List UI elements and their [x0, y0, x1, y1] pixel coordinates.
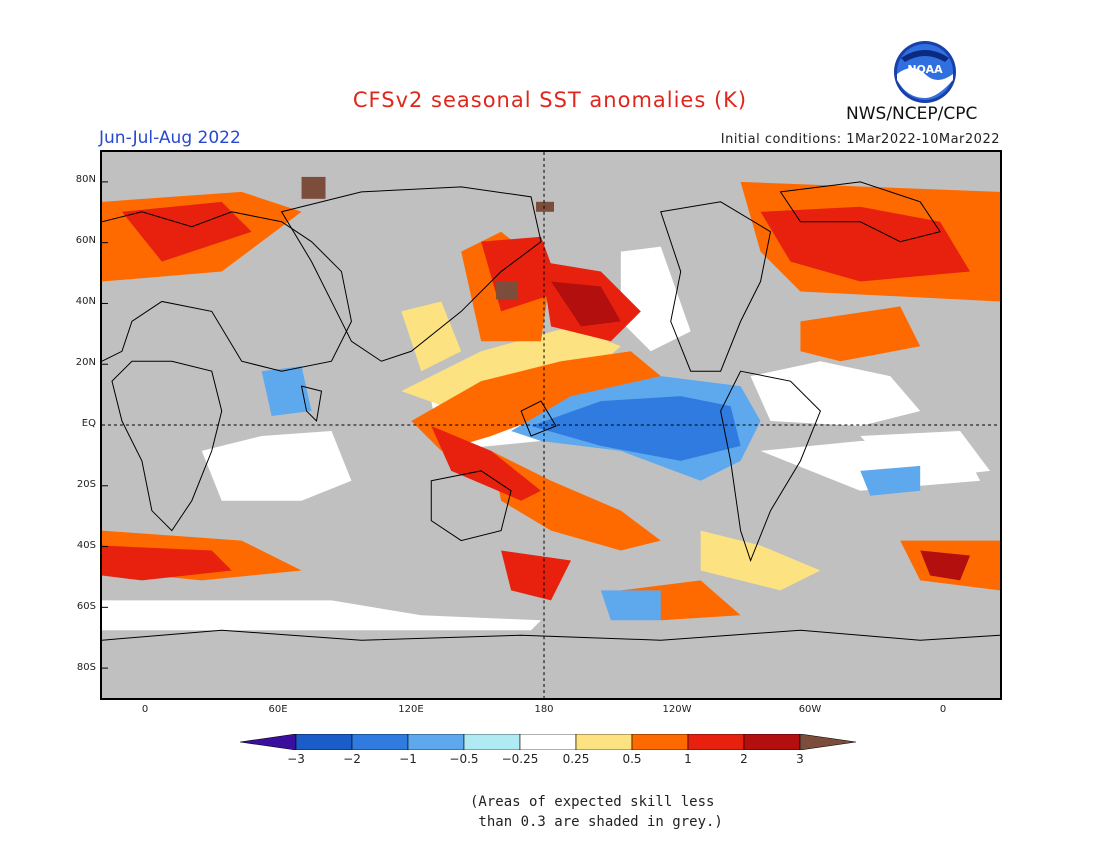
- lon-label: 120E: [398, 704, 424, 715]
- logo-text: NOAA: [907, 63, 943, 76]
- extreme-warm-regions: [551, 281, 971, 581]
- equator-and-dateline: [102, 152, 1000, 698]
- colorbar-segment: [743, 734, 801, 750]
- lat-label: 40S: [76, 540, 96, 551]
- colorbar: [240, 734, 857, 750]
- colorbar-label: −3: [287, 752, 305, 766]
- initial-conditions: Initial conditions: 1Mar2022-10Mar2022: [720, 132, 1000, 147]
- lat-label: 60N: [75, 235, 96, 246]
- lat-label: EQ: [81, 418, 96, 429]
- above-3-regions: [301, 176, 554, 300]
- colorbar-extend-high: [799, 734, 857, 750]
- colorbar-label: −2: [343, 752, 361, 766]
- skill-note: (Areas of expected skill less than 0.3 a…: [470, 794, 723, 830]
- colorbar-label: 3: [796, 752, 804, 766]
- lon-label: 0: [141, 704, 149, 715]
- lat-label: 80N: [75, 174, 96, 185]
- lat-label: 40N: [75, 296, 96, 307]
- lon-label: 60W: [798, 704, 822, 715]
- colorbar-label: −0.25: [501, 752, 539, 766]
- colorbar-segment: [407, 734, 465, 750]
- colorbar-segment: [575, 734, 633, 750]
- lon-label: 120W: [662, 704, 692, 715]
- colorbar-label: 1: [684, 752, 692, 766]
- colorbar-segment: [687, 734, 745, 750]
- lat-label: 80S: [76, 662, 96, 673]
- agency-label: NWS/NCEP/CPC: [846, 104, 978, 124]
- lon-label: 60E: [268, 704, 288, 715]
- sst-anomaly-map: [100, 150, 1002, 700]
- lat-label: 20N: [75, 357, 96, 368]
- noaa-logo: NOAA: [894, 41, 956, 103]
- lat-label: 60S: [76, 601, 96, 612]
- lat-label: 20S: [76, 479, 96, 490]
- tick-marks: [102, 181, 108, 669]
- light-warm-regions: [401, 301, 821, 591]
- strong-cool-regions: [531, 396, 741, 461]
- colorbar-label: 0.25: [562, 752, 590, 766]
- coastlines: [102, 181, 1000, 641]
- colorbar-segment: [295, 734, 353, 750]
- colorbar-label: −1: [399, 752, 417, 766]
- colorbar-label: 0.5: [622, 752, 642, 766]
- colorbar-label: −0.5: [449, 752, 479, 766]
- lon-label: 180: [534, 704, 554, 715]
- colorbar-segment: [351, 734, 409, 750]
- season-label: Jun-Jul-Aug 2022: [99, 128, 241, 148]
- lon-label: 0: [939, 704, 947, 715]
- colorbar-segment: [463, 734, 521, 750]
- colorbar-label: 2: [740, 752, 748, 766]
- colorbar-extend-low: [240, 734, 297, 750]
- map-title: CFSv2 seasonal SST anomalies (K): [352, 88, 748, 112]
- colorbar-segment: [631, 734, 689, 750]
- colorbar-segment: [519, 734, 577, 750]
